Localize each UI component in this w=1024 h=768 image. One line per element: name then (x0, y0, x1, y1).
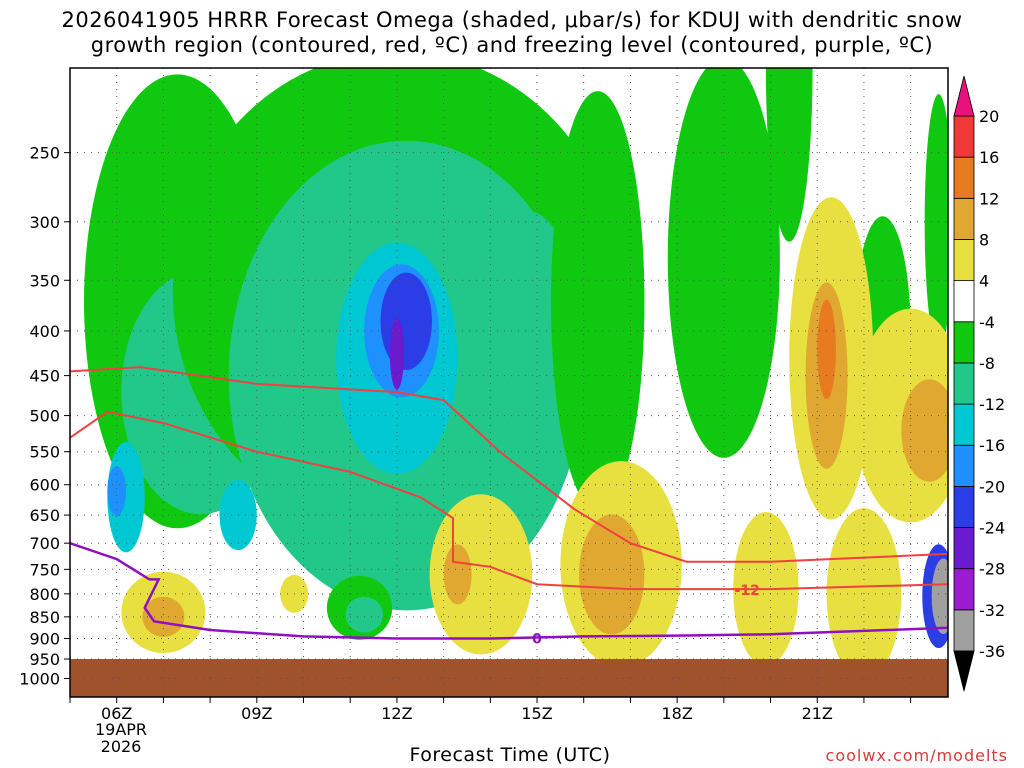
dgz-contour-0 (70, 366, 948, 563)
colorbar-bin-12 (953, 115, 975, 158)
credit-link[interactable]: coolwx.com/modelts (825, 746, 1008, 765)
omega-region-16 (667, 68, 780, 458)
y-tick-label-600: 600 (29, 476, 60, 495)
colorbar-label-20: 20 (979, 107, 999, 126)
omega-region-4 (107, 466, 127, 516)
y-tick-label-1000: 1000 (19, 669, 60, 688)
y-tick-label-800: 800 (29, 585, 60, 604)
colorbar-bin-8 (953, 280, 975, 323)
colorbar-bin-4 (953, 444, 975, 487)
chart-title: 2026041905 HRRR Forecast Omega (shaded, … (0, 8, 1024, 58)
colorbar-label--36: -36 (979, 642, 1005, 661)
colorbar-label--20: -20 (979, 477, 1005, 496)
colorbar-bin-1 (953, 568, 975, 611)
x-tick-label-18Z: 18Z (661, 704, 692, 723)
omega-region-24 (901, 379, 948, 482)
x-tick-label-12Z: 12Z (381, 704, 412, 723)
colorbar-max-arrow (953, 75, 975, 117)
y-tick-label-300: 300 (29, 213, 60, 232)
colorbar-bin-7 (953, 321, 975, 364)
colorbar-label--8: -8 (979, 354, 995, 373)
omega-region-12 (480, 211, 575, 412)
date-line-1: 19APR (94, 720, 148, 739)
omega-region-10 (380, 272, 432, 371)
dgz-contour-label: -12 (735, 583, 760, 599)
freezing-level-label: 0 (532, 632, 542, 648)
colorbar-label-8: 8 (979, 230, 989, 249)
title-line-2: growth region (contoured, red, ºC) and f… (90, 33, 934, 57)
omega-region-14 (345, 596, 383, 633)
y-tick-label-550: 550 (29, 443, 60, 462)
x-tick-label-09Z: 09Z (241, 704, 272, 723)
y-tick-label-750: 750 (29, 560, 60, 579)
y-tick-label-450: 450 (29, 367, 60, 386)
colorbar-bin-3 (953, 485, 975, 528)
colorbar-bin-2 (953, 527, 975, 570)
y-tick-label-650: 650 (29, 506, 60, 525)
omega-region-26 (579, 514, 645, 635)
omega-region-15 (551, 91, 645, 512)
y-tick-label-950: 950 (29, 650, 60, 669)
title-line-1: 2026041905 HRRR Forecast Omega (shaded, … (61, 8, 963, 32)
colorbar: -36 -32 -28 -24 -20 -16 -12 -8 -4 4 8 12 16 20 (953, 75, 1005, 692)
date-line-2: 2026 (100, 737, 142, 756)
x-tick-label-21Z: 21Z (802, 704, 833, 723)
omega-region-11 (389, 318, 404, 390)
colorbar-label--12: -12 (979, 395, 1005, 414)
omega-region-32 (142, 596, 185, 637)
colorbar-bin-11 (953, 156, 975, 199)
omega-field: -12 0 (70, 68, 948, 697)
omega-region-17 (765, 68, 813, 242)
colorbar-label--24: -24 (979, 519, 1005, 538)
colorbar-label-4: 4 (979, 272, 989, 291)
colorbar-label--28: -28 (979, 560, 1005, 579)
colorbar-label--4: -4 (979, 313, 995, 332)
y-tick-label-400: 400 (29, 322, 60, 341)
date-label: 19APR 2026 (86, 721, 156, 755)
omega-region-19 (924, 94, 948, 350)
y-tick-label-700: 700 (29, 534, 60, 553)
y-tick-label-250: 250 (29, 144, 60, 163)
plot-frame (69, 67, 949, 698)
y-tick-label-850: 850 (29, 608, 60, 627)
x-axis-label: Forecast Time (UTC) (409, 744, 611, 766)
x-tick-label-15Z: 15Z (521, 704, 552, 723)
colorbar-label-16: 16 (979, 148, 999, 167)
y-tick-label-900: 900 (29, 630, 60, 649)
freezing-level-contour (70, 542, 948, 640)
colorbar-label-12: 12 (979, 189, 999, 208)
colorbar-bin-0 (953, 609, 975, 652)
colorbar-min-arrow (953, 650, 975, 692)
colorbar-label--32: -32 (979, 601, 1005, 620)
colorbar-label--16: -16 (979, 436, 1005, 455)
y-tick-label-500: 500 (29, 407, 60, 426)
colorbar-bin-6 (953, 362, 975, 405)
omega-region-27 (429, 494, 533, 655)
dgz-contour-1 (70, 410, 948, 591)
omega-region-35 (931, 558, 948, 634)
y-tick-label-350: 350 (29, 271, 60, 290)
ground-fill (70, 659, 948, 697)
omega-region-22 (817, 299, 836, 400)
omega-region-28 (443, 544, 472, 605)
colorbar-bin-9 (953, 239, 975, 282)
colorbar-bin-10 (953, 197, 975, 240)
colorbar-bin-5 (953, 403, 975, 446)
x-tick-label-06Z: 06Z (101, 704, 132, 723)
